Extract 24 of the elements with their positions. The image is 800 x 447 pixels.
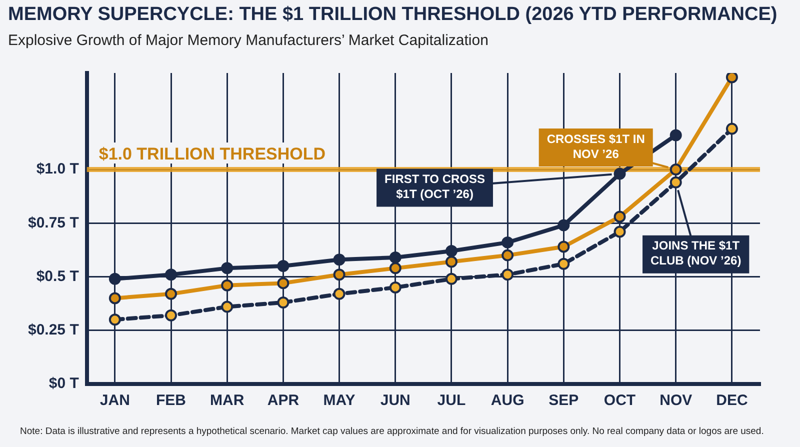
annotation: JOINS THE $1T CLUB (NOV ’26) (650, 238, 742, 268)
annotation: FIRST TO CROSS $1T (OCT ’26) (384, 172, 485, 202)
y-tick-label: $1.0 T (36, 160, 79, 178)
y-tick-label: $0.5 T (36, 268, 79, 285)
x-tick-label: MAR (210, 392, 244, 410)
x-tick-label: APR (267, 392, 300, 410)
text: Note: Data is illustrative and represents a hypothetical scenario. Market cap values are approximate and for visualization purposes only. No real company data or logos are used. (20, 426, 764, 437)
ref-line-label: $1.0 TRILLION THRESHOLD (98, 144, 326, 164)
x-tick-label: OCT (604, 392, 636, 410)
x-tick-label: AUG (490, 392, 524, 410)
x-tick-label: MAY (323, 392, 356, 410)
chart-subtitle: Explosive Growth of Major Memory Manufacturers’ Market Capitalization (8, 32, 488, 49)
y-tick-label: $0.75 T (28, 214, 79, 232)
x-tick-label: JUL (437, 392, 466, 410)
chart-title: MEMORY SUPERCYCLE: THE $1 TRILLION THRESHOLD (2026 YTD PERFORMANCE) (8, 4, 778, 26)
annotation: CROSSES $1T IN NOV ’26 (546, 132, 645, 161)
x-tick-label: JUN (380, 392, 410, 410)
x-tick-label: NOV (660, 392, 692, 410)
x-tick-label: DEC (716, 392, 748, 410)
x-tick-label: SEP (548, 392, 579, 410)
y-tick-label: $0.25 T (28, 322, 79, 339)
x-tick-label: JAN (100, 392, 130, 410)
x-tick-label: FEB (156, 392, 186, 410)
y-tick-label: $0 T (48, 375, 79, 392)
